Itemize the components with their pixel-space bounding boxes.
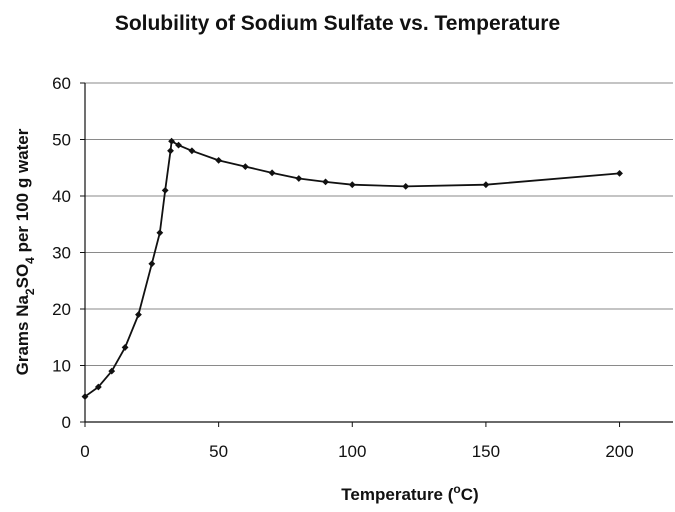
data-point	[322, 178, 329, 186]
data-point	[482, 181, 490, 189]
axes	[80, 82, 673, 427]
y-tick-label-10: 10	[52, 357, 71, 376]
data-point	[156, 229, 164, 237]
y-tick-label-0: 0	[62, 413, 71, 432]
data-point	[215, 157, 223, 164]
y-axis-label-part2: SO	[13, 264, 32, 289]
data-point	[81, 393, 89, 400]
data-point	[161, 186, 169, 194]
y-tick-label-20: 20	[52, 300, 71, 319]
x-tick-label-0: 0	[80, 442, 89, 461]
x-tick-label-100: 100	[338, 442, 366, 461]
x-axis-label: Temperature (oC)	[341, 482, 478, 504]
data-point	[188, 147, 196, 155]
y-axis-label: Grams Na2SO4 per 100 g water	[13, 128, 37, 375]
y-axis-label-sub1: 2	[23, 288, 37, 295]
data-point	[402, 182, 410, 190]
y-axis-label-sub2: 4	[23, 257, 37, 264]
y-axis-label-part3: per 100 g water	[13, 128, 32, 257]
data-point	[348, 181, 356, 189]
x-tick-label-150: 150	[472, 442, 500, 461]
y-tick-label-60: 60	[52, 74, 71, 93]
y-tick-label-40: 40	[52, 187, 71, 206]
data-point	[175, 141, 182, 149]
x-tick-label-200: 200	[605, 442, 633, 461]
data-point	[241, 163, 249, 171]
data-point	[121, 344, 129, 351]
x-axis-label-sup: o	[453, 482, 460, 496]
gridlines	[85, 82, 673, 366]
x-tick-label-50: 50	[209, 442, 228, 461]
data-point	[94, 383, 102, 391]
data-point	[167, 147, 174, 155]
data-point	[108, 367, 116, 375]
x-axis-label-unit: C)	[461, 485, 479, 504]
x-axis-label-main: Temperature (	[341, 485, 453, 504]
y-axis-label-part1: Grams Na	[13, 295, 32, 376]
data-point	[295, 175, 303, 182]
data-point	[268, 169, 276, 177]
tick-labels: 0 10 20 30 40 50 60 0 50 100 150 200	[52, 74, 634, 461]
data-point	[148, 260, 156, 268]
y-tick-label-50: 50	[52, 131, 71, 150]
plot-area	[81, 137, 623, 400]
data-point	[168, 137, 175, 145]
series-line-0	[84, 140, 620, 398]
data-point	[616, 170, 623, 177]
data-point	[135, 311, 142, 319]
chart-title: Solubility of Sodium Sulfate vs. Tempera…	[114, 12, 561, 35]
y-tick-label-30: 30	[52, 244, 71, 263]
